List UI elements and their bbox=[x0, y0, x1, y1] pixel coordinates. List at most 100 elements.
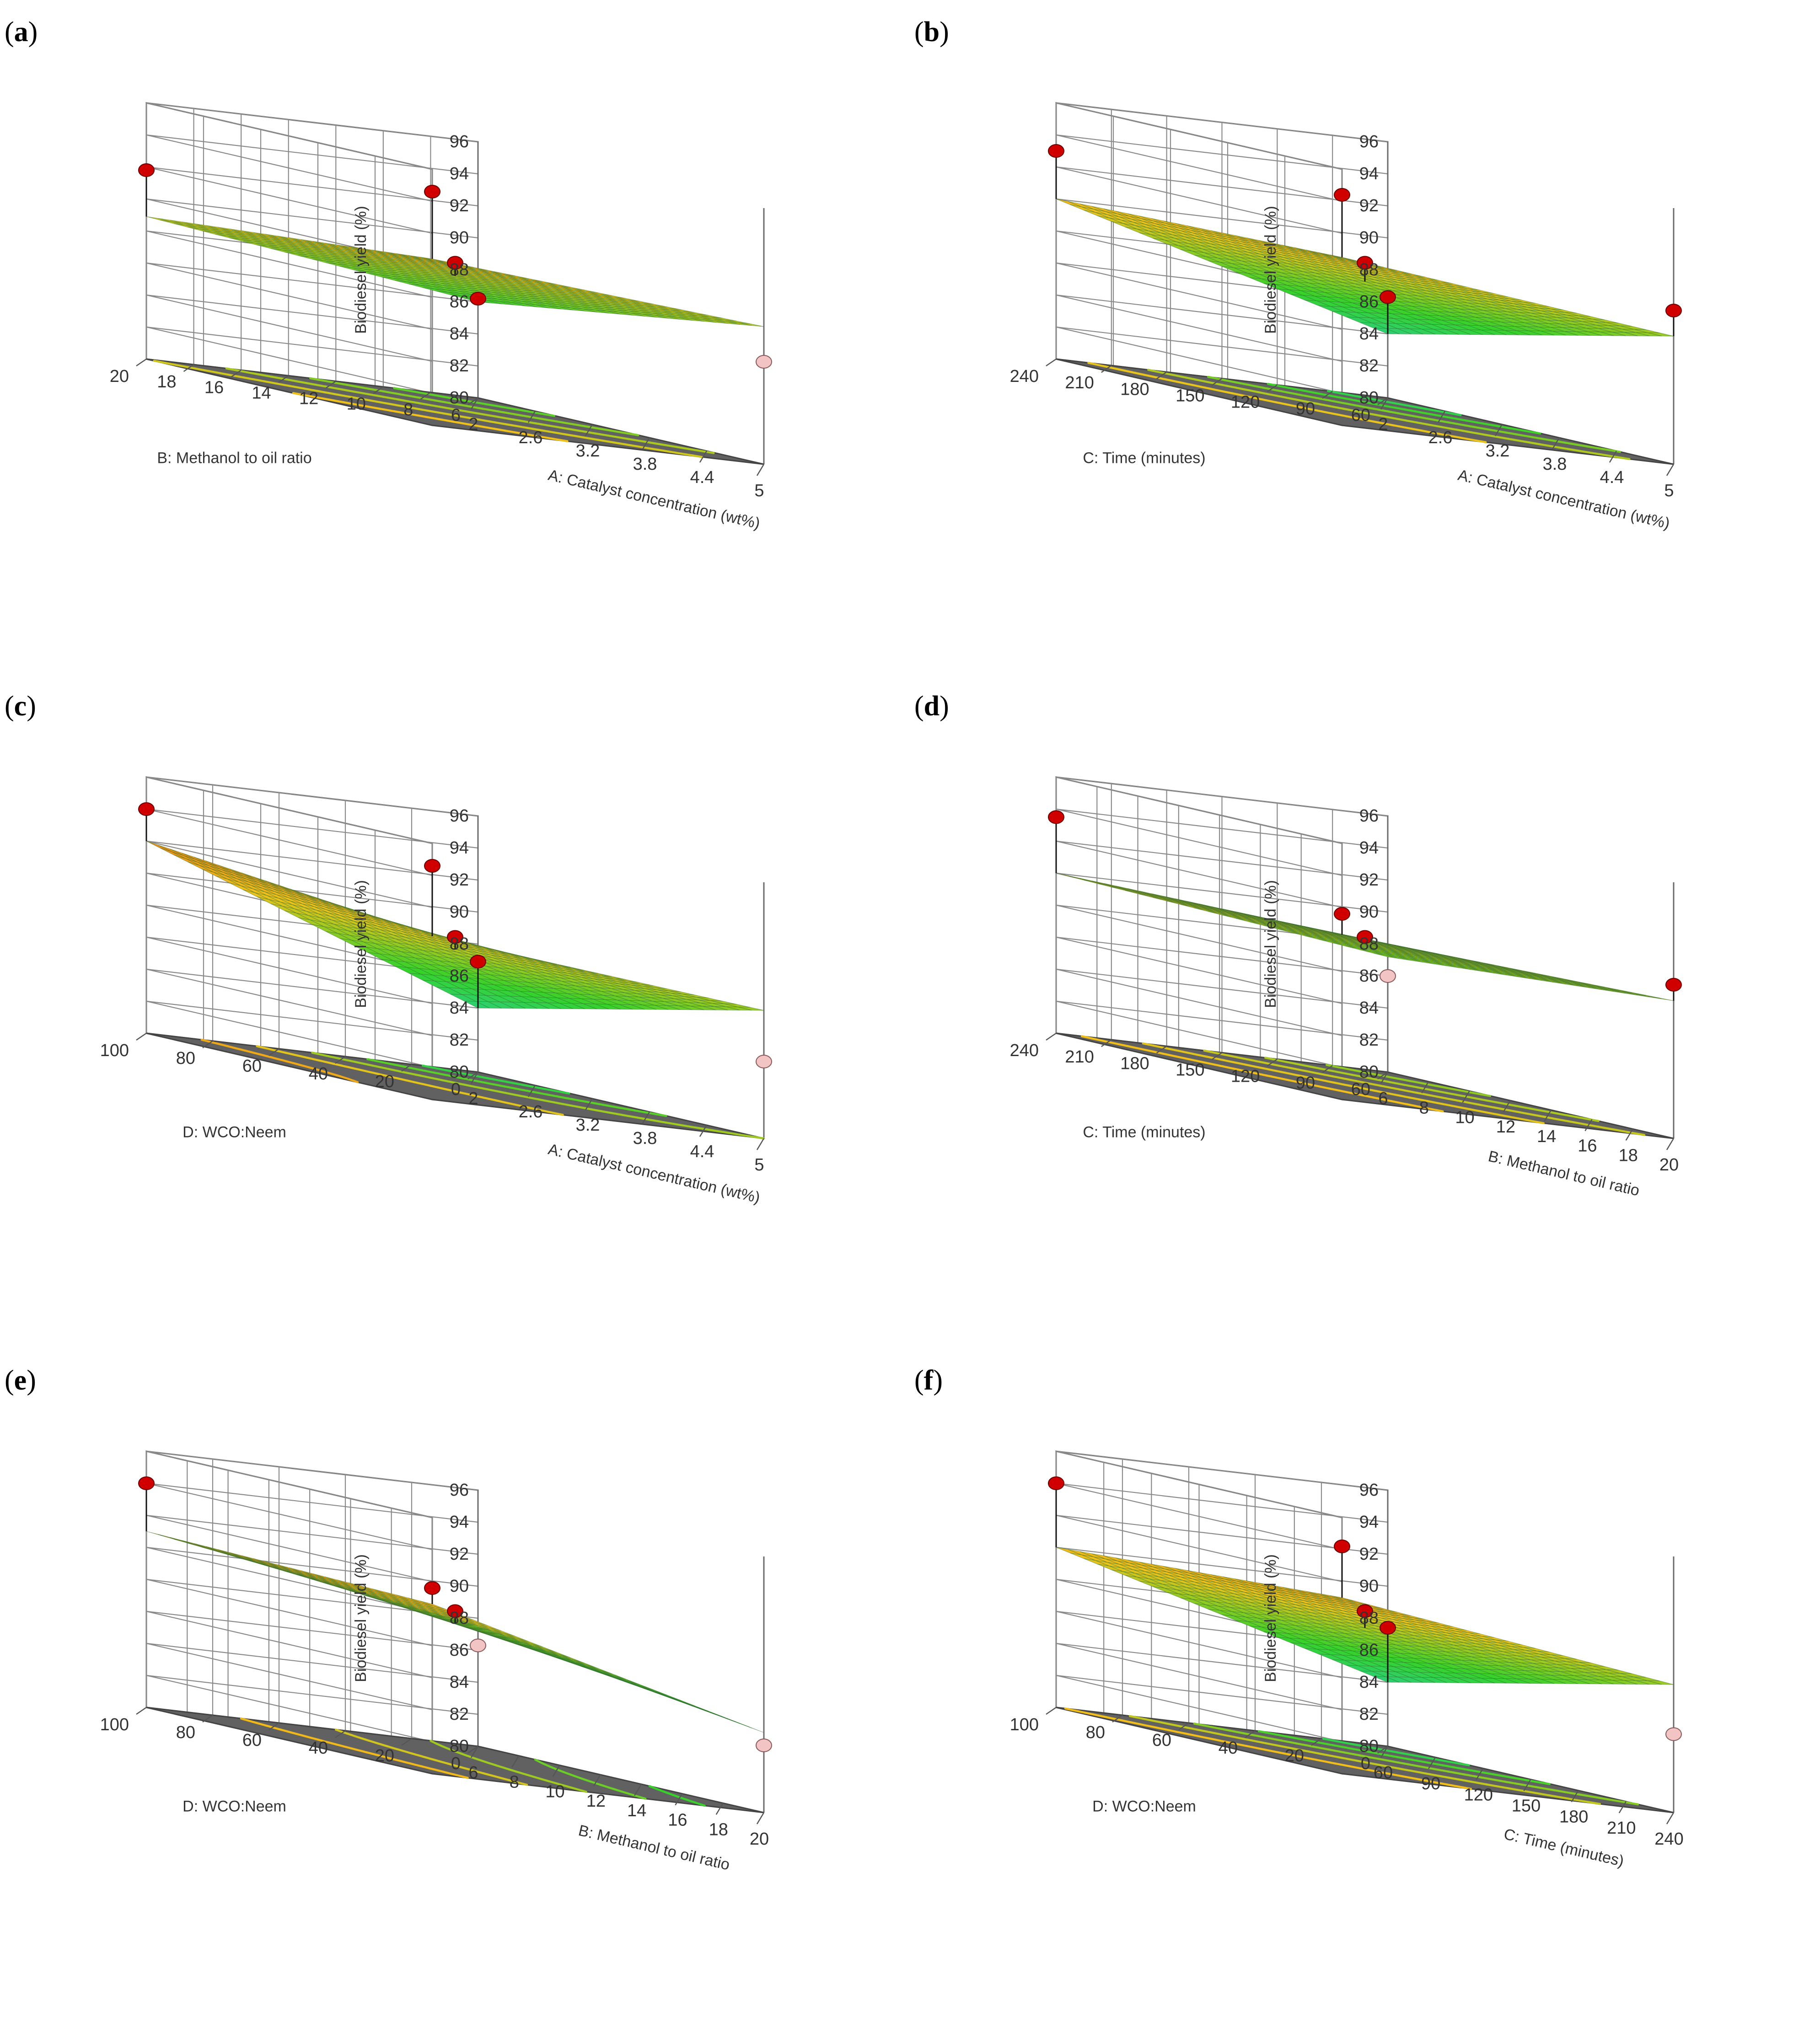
surface-cell bbox=[1648, 332, 1674, 337]
x-tick-label: 5 bbox=[754, 1155, 764, 1175]
z-tick-label: 82 bbox=[450, 1030, 469, 1050]
surface-cell bbox=[1648, 1680, 1674, 1685]
x-axis: 6 8 10 12 14 16 18 20 B: Methanol to oil ratio bbox=[468, 1746, 769, 1874]
floor-contour-plot bbox=[146, 1706, 764, 1814]
y-tick-label: 210 bbox=[1065, 373, 1094, 392]
y-tick-label: 60 bbox=[242, 1057, 262, 1076]
response-surface bbox=[1056, 1547, 1674, 1685]
y-axis: 0 20 40 60 80 100 D: WCO:Neem bbox=[100, 1032, 478, 1141]
y-tick-mark bbox=[401, 1738, 412, 1746]
design-point-5 bbox=[1665, 978, 1682, 992]
contour-line-4 bbox=[1147, 369, 1631, 460]
z-tick-label: 88 bbox=[1359, 1609, 1379, 1628]
design-points-above bbox=[138, 1476, 463, 1624]
z-tick-label: 84 bbox=[1359, 324, 1379, 343]
x-tick-label: 18 bbox=[709, 1820, 728, 1839]
y-tick-mark bbox=[1046, 1032, 1057, 1041]
y-tick-mark bbox=[136, 358, 147, 367]
x-tick-mark bbox=[699, 451, 708, 463]
z-axis-label: Biodiesel yield (%) bbox=[352, 880, 370, 1008]
contour-line-3 bbox=[1207, 376, 1621, 453]
y-axis-label: C: Time (minutes) bbox=[1083, 450, 1205, 467]
y-tick-mark bbox=[1322, 391, 1333, 399]
x-tick-label: 20 bbox=[750, 1830, 769, 1849]
response-surface bbox=[146, 1531, 764, 1733]
panel-a: 80 82 84 86 88 90 92 94 96 Biodiesel yield (%) 2 2.… bbox=[0, 0, 910, 674]
panel-label-letter: f bbox=[924, 1365, 934, 1396]
design-points-above bbox=[1048, 1476, 1396, 1682]
contour-line-3 bbox=[225, 367, 715, 454]
design-point-1 bbox=[1048, 1476, 1064, 1490]
y-tick-mark bbox=[1112, 1714, 1123, 1723]
design-points-above bbox=[138, 802, 486, 1008]
x-tick-mark bbox=[1544, 1110, 1552, 1122]
contour-line-3 bbox=[429, 1739, 587, 1793]
y-tick-label: 60 bbox=[1351, 406, 1370, 425]
y-tick-label: 90 bbox=[1296, 1073, 1315, 1093]
panel-label-letter: c bbox=[14, 691, 27, 722]
panel-label-close: ) bbox=[933, 1365, 943, 1396]
floor bbox=[146, 1706, 764, 1814]
design-point-5 bbox=[1665, 1727, 1682, 1741]
y-tick-label: 20 bbox=[375, 1746, 394, 1765]
design-point-3 bbox=[1380, 969, 1396, 983]
x-tick-label: 2 bbox=[468, 415, 478, 434]
design-point-4 bbox=[1334, 907, 1350, 921]
z-tick-label: 86 bbox=[1359, 1641, 1379, 1660]
x-tick-label: 8 bbox=[1419, 1099, 1429, 1118]
z-tick-label: 80 bbox=[450, 388, 469, 408]
x-tick-label: 4.4 bbox=[690, 1142, 714, 1161]
z-tick-label: 94 bbox=[450, 1513, 469, 1532]
y-tick-label: 120 bbox=[1231, 1067, 1260, 1086]
y-tick-label: 8 bbox=[403, 400, 413, 419]
y-tick-mark bbox=[420, 392, 431, 400]
y-tick-label: 14 bbox=[252, 383, 271, 402]
design-point-5 bbox=[756, 1055, 772, 1068]
z-tick-label: 92 bbox=[450, 870, 469, 890]
x-tick-mark bbox=[1625, 1128, 1633, 1141]
y-tick-label: 12 bbox=[299, 389, 318, 408]
contour-line-1 bbox=[1325, 1064, 1492, 1097]
surface-cell bbox=[1648, 996, 1674, 1001]
surface-plot-d: 80 82 84 86 88 90 92 94 96 Biodiesel yield (%) 6 8 1… bbox=[914, 691, 1682, 1200]
y-axis: 0 20 40 60 80 100 D: WCO:Neem bbox=[1010, 1706, 1388, 1815]
x-tick-mark bbox=[1618, 1801, 1627, 1814]
design-point-4 bbox=[1334, 188, 1350, 202]
y-tick-mark bbox=[325, 381, 336, 389]
panel-label: (f) bbox=[914, 1365, 943, 1396]
design-point-4 bbox=[424, 1581, 440, 1595]
y-tick-label: 16 bbox=[204, 378, 224, 397]
design-point-2 bbox=[1357, 930, 1373, 944]
panel-label-close: ) bbox=[27, 1365, 36, 1396]
z-tick-label: 96 bbox=[1359, 132, 1379, 151]
x-tick-mark bbox=[1421, 1081, 1429, 1094]
design-points-below bbox=[1380, 969, 1396, 983]
z-axis: 80 82 84 86 88 90 92 94 96 Biodiesel yield (%) bbox=[1262, 132, 1379, 408]
x-tick-mark bbox=[470, 1072, 479, 1084]
floor-contour-plot bbox=[1056, 358, 1674, 465]
y-tick-mark bbox=[335, 1056, 346, 1064]
x-tick-mark bbox=[1380, 397, 1389, 410]
y-tick-mark bbox=[1377, 397, 1388, 406]
x-tick-label: 5 bbox=[1664, 481, 1674, 500]
x-tick-label: 5 bbox=[754, 481, 764, 500]
x-tick-mark bbox=[1503, 1100, 1511, 1112]
panel-label-open: ( bbox=[5, 16, 14, 48]
z-tick-label: 82 bbox=[450, 356, 469, 376]
y-tick-label: 240 bbox=[1010, 1041, 1039, 1060]
x-tick-label: 16 bbox=[1578, 1137, 1597, 1156]
z-tick-label: 84 bbox=[1359, 998, 1379, 1018]
z-tick-label: 96 bbox=[450, 132, 469, 151]
z-tick-label: 86 bbox=[450, 966, 469, 986]
design-point-1 bbox=[138, 1476, 155, 1490]
y-tick-label: 180 bbox=[1120, 1054, 1149, 1073]
x-tick-label: 60 bbox=[1374, 1763, 1393, 1782]
y-tick-label: 180 bbox=[1120, 380, 1149, 399]
z-tick-label: 94 bbox=[450, 838, 469, 858]
x-tick-label: 150 bbox=[1512, 1797, 1541, 1816]
z-tick-label: 92 bbox=[1359, 196, 1379, 215]
surface-plot-f: 80 82 84 86 88 90 92 94 96 Biodiesel yield (%) 60 9… bbox=[914, 1365, 1684, 1870]
panel-label-letter: e bbox=[14, 1365, 27, 1396]
y-tick-label: 240 bbox=[1010, 367, 1039, 386]
x-tick-mark bbox=[1666, 464, 1675, 476]
